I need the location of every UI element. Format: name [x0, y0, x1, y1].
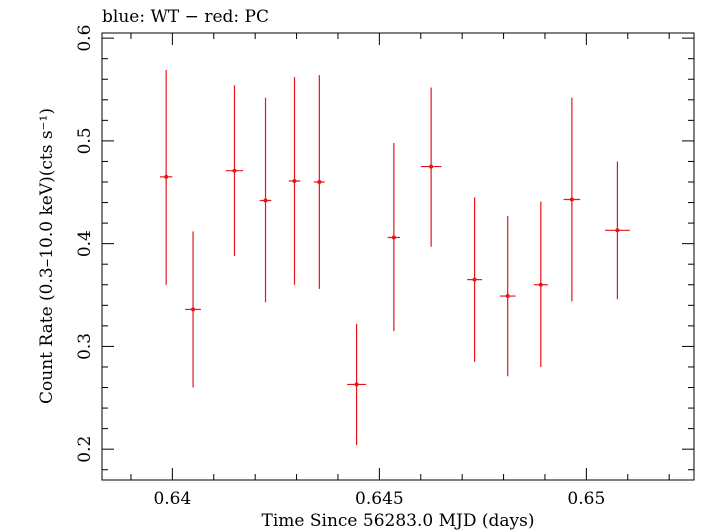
point-marker: [354, 382, 359, 387]
point-marker: [317, 180, 322, 184]
data-point: [225, 85, 244, 256]
data-point: [563, 97, 581, 302]
data-point: [159, 69, 173, 285]
y-tick-label: 0.5: [75, 127, 95, 154]
point-marker: [569, 197, 574, 202]
data-point: [533, 201, 548, 367]
point-marker: [538, 282, 543, 287]
y-tick-label: 0.2: [75, 436, 95, 463]
y-axis-label: Count Rate (0.3–10.0 keV)(cts s⁻¹): [37, 108, 57, 404]
data-point: [604, 161, 630, 300]
y-axis-ticks: 0.2 0.3 0.4 0.5 0.6: [75, 25, 694, 471]
x-tick-label: 0.65: [567, 489, 605, 509]
data-point: [185, 231, 201, 388]
point-marker: [292, 178, 297, 183]
data-points: [159, 69, 630, 446]
x-axis-label: Time Since 56283.0 MJD (days): [262, 511, 535, 531]
point-marker: [191, 307, 196, 312]
point-marker: [164, 174, 169, 179]
x-tick-label: 0.64: [153, 489, 191, 509]
point-marker: [232, 168, 237, 173]
plot-frame: [101, 32, 695, 481]
data-point: [387, 142, 401, 331]
y-tick-label: 0.4: [75, 230, 95, 257]
data-point: [467, 197, 483, 362]
point-marker: [263, 198, 268, 203]
point-marker: [391, 235, 396, 240]
y-tick-label: 0.6: [75, 25, 95, 52]
data-point: [499, 215, 516, 377]
data-point: [259, 97, 272, 303]
y-tick-label: 0.3: [75, 333, 95, 360]
data-point: [288, 77, 301, 285]
point-marker: [429, 164, 434, 169]
x-tick-label: 0.645: [355, 489, 404, 509]
data-point: [347, 323, 367, 446]
data-point: [313, 75, 325, 289]
point-marker: [472, 277, 477, 282]
point-marker: [505, 294, 510, 299]
data-point: [420, 87, 442, 247]
x-axis-ticks: 0.64 0.645 0.65: [130, 33, 670, 509]
chart-title: blue: WT − red: PC: [102, 7, 269, 27]
point-marker: [615, 228, 620, 233]
